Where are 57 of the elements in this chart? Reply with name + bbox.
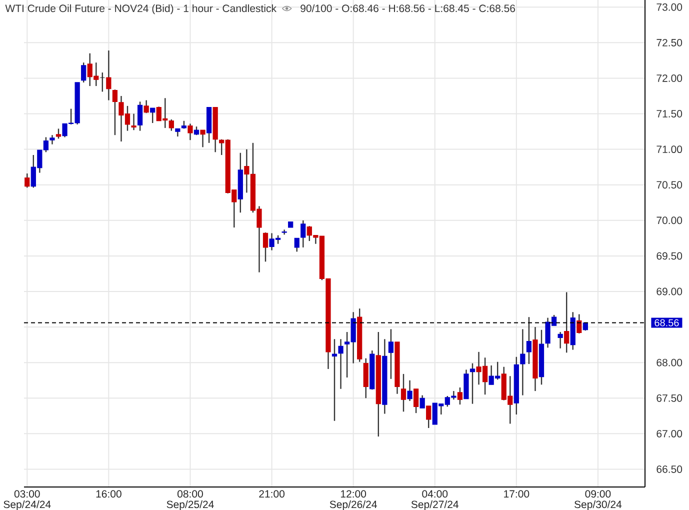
x-tick-label: 21:00	[259, 490, 284, 498]
candlestick	[137, 101, 143, 132]
y-tick-label: 70.50	[656, 181, 682, 189]
candlestick	[144, 100, 149, 114]
candlestick	[526, 316, 532, 365]
candlestick	[300, 220, 306, 248]
y-tick-label: 67.00	[656, 430, 682, 438]
x-tick-label: 03:00 Sep/24/24	[4, 490, 51, 510]
x-tick-label: 09:00 Sep/30/24	[574, 490, 622, 510]
y-tick-label: 67.50	[656, 394, 682, 402]
candlestick	[407, 380, 412, 402]
candlestick	[106, 50, 112, 101]
candlestick	[81, 62, 86, 84]
chart-title: WTI Crude Oil Future - NOV24 (Bid) - 1 hour - Candlestick	[5, 4, 277, 14]
candlestick	[388, 328, 394, 380]
x-tick-label: 08:00 Sep/25/24	[166, 490, 214, 510]
candlestick	[470, 362, 476, 404]
candlestick	[200, 130, 206, 148]
y-tick-label: 71.00	[656, 146, 682, 154]
candlestick	[150, 107, 156, 124]
candlestick	[131, 113, 136, 131]
y-tick-label: 68.00	[656, 358, 682, 366]
y-tick-label: 73.00	[656, 3, 682, 11]
candlestick	[332, 338, 338, 422]
candlestick	[558, 331, 563, 349]
y-tick-label: 71.50	[656, 110, 682, 118]
candlestick	[262, 232, 268, 262]
candlestick	[400, 373, 406, 412]
y-tick-label: 66.50	[656, 466, 682, 473]
x-tick-label: 16:00	[96, 490, 122, 498]
y-tick-label: 69.00	[656, 288, 682, 296]
y-tick-label: 72.50	[656, 38, 682, 46]
candlestick	[420, 394, 425, 409]
candlestick	[520, 328, 526, 396]
candlestick	[426, 405, 432, 429]
candlestick	[576, 314, 582, 334]
y-tick-label: 70.00	[656, 216, 682, 224]
candlestick	[100, 72, 105, 92]
candlestick	[294, 238, 300, 252]
x-tick-label: 12:00 Sep/26/24	[330, 490, 377, 510]
y-tick-label: 72.00	[656, 74, 682, 82]
candlestick	[413, 388, 419, 414]
candlestick	[457, 386, 463, 406]
candlestick	[24, 172, 30, 188]
candlestick	[56, 128, 62, 140]
candlestick	[50, 134, 55, 145]
candlestick	[564, 292, 570, 354]
x-tick-label: 04:00 Sep/27/24	[411, 490, 458, 510]
ref-line-label: 68.56	[654, 319, 679, 326]
candlestick	[338, 338, 344, 390]
x-tick-label: 17:00	[504, 490, 530, 498]
candlestick	[168, 118, 174, 132]
candlestick	[363, 358, 368, 399]
annotation: 90/100 - O:68.46 - H:68.56 - L:68.45 - C:68.56	[300, 4, 516, 12]
candlestick	[188, 123, 193, 141]
y-tick-label: 69.50	[656, 252, 682, 260]
candlestick	[112, 88, 118, 136]
